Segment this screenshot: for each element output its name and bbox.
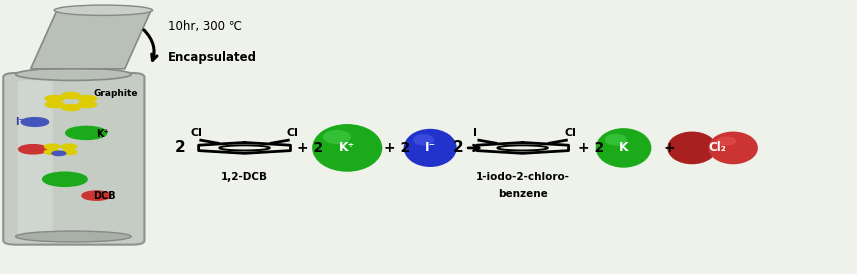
Circle shape [82, 191, 111, 200]
FancyBboxPatch shape [3, 73, 145, 245]
Ellipse shape [312, 124, 382, 172]
Text: 2: 2 [175, 140, 186, 155]
Text: 1,2-DCB: 1,2-DCB [221, 172, 268, 182]
Text: benzene: benzene [498, 189, 548, 199]
Text: I⁻: I⁻ [15, 117, 24, 127]
Text: K⁺: K⁺ [97, 129, 110, 139]
Text: Cl: Cl [190, 128, 202, 138]
Circle shape [62, 150, 77, 155]
Polygon shape [31, 12, 151, 69]
Text: Cl: Cl [565, 128, 577, 138]
Ellipse shape [668, 132, 716, 164]
Ellipse shape [15, 68, 131, 81]
Text: Cl: Cl [286, 128, 298, 138]
Circle shape [45, 102, 64, 108]
Text: I: I [472, 128, 476, 138]
Text: I⁻: I⁻ [425, 141, 435, 155]
Circle shape [62, 93, 81, 99]
Ellipse shape [708, 132, 758, 164]
Circle shape [62, 144, 77, 149]
Text: 2: 2 [453, 140, 464, 155]
Text: + 2: + 2 [297, 141, 324, 155]
Circle shape [78, 96, 97, 102]
Ellipse shape [54, 5, 153, 15]
Text: + 2: + 2 [578, 141, 604, 155]
Circle shape [43, 172, 87, 186]
Text: 1-iodo-2-chloro-: 1-iodo-2-chloro- [476, 172, 570, 182]
Ellipse shape [605, 134, 627, 146]
Ellipse shape [413, 134, 434, 145]
Text: Encapsulated: Encapsulated [167, 51, 256, 64]
Text: DCB: DCB [93, 191, 116, 201]
Ellipse shape [404, 129, 457, 167]
Ellipse shape [596, 128, 651, 168]
Circle shape [66, 126, 107, 139]
Circle shape [45, 144, 60, 149]
FancyBboxPatch shape [18, 80, 53, 237]
Circle shape [21, 118, 49, 126]
Text: 10hr, 300 ℃: 10hr, 300 ℃ [167, 20, 242, 33]
Circle shape [78, 102, 97, 108]
Circle shape [62, 105, 81, 110]
Ellipse shape [15, 231, 131, 242]
Text: +: + [664, 141, 675, 155]
Text: K⁺: K⁺ [339, 141, 356, 155]
Text: Graphite: Graphite [93, 89, 138, 98]
Circle shape [45, 150, 60, 155]
Text: + 2: + 2 [384, 141, 410, 155]
Ellipse shape [323, 130, 351, 144]
Text: Cl₂: Cl₂ [708, 141, 726, 155]
Circle shape [19, 145, 48, 154]
Ellipse shape [716, 136, 736, 146]
Text: K: K [619, 141, 628, 155]
Circle shape [52, 151, 66, 156]
Circle shape [45, 96, 64, 102]
